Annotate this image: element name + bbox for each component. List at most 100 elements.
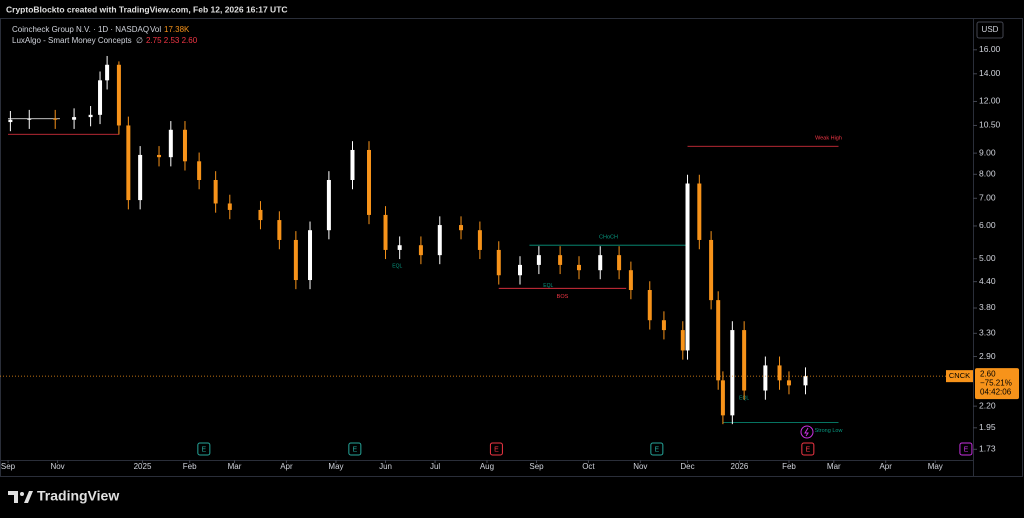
annotation: EQL — [392, 263, 402, 269]
candle-body — [27, 118, 32, 120]
candle-body — [126, 125, 131, 201]
currency: USD — [982, 25, 999, 34]
candle-body — [459, 225, 464, 231]
y-tick-label: 14.00 — [979, 68, 1001, 78]
candle-body — [258, 209, 263, 221]
x-tick-label: Dec — [680, 462, 694, 471]
candle-body — [308, 230, 313, 281]
candle-body — [397, 245, 402, 250]
candle-body — [437, 225, 442, 256]
y-tick-label: 3.30 — [979, 328, 996, 338]
y-tick-label: 6.00 — [979, 220, 996, 230]
candle-body — [157, 154, 162, 158]
candle-body — [803, 376, 808, 386]
candle-body — [168, 129, 173, 158]
candle-body — [496, 249, 501, 276]
logo-slash — [24, 491, 33, 503]
level-label: BOS — [557, 294, 569, 300]
candle-body — [138, 154, 143, 201]
y-tick-label: 2.90 — [979, 351, 996, 361]
earnings-marker[interactable] — [197, 442, 211, 456]
candle-body — [518, 264, 523, 276]
level-label: Weak High — [815, 136, 842, 142]
x-tick-label: Mar — [827, 462, 841, 471]
candle-body — [576, 264, 581, 271]
price-tag-countdown: 04:42:06 — [980, 387, 1012, 396]
candle-body — [418, 245, 423, 256]
logo-dot — [20, 492, 24, 496]
earnings-marker[interactable] — [801, 442, 815, 456]
candle-body — [763, 365, 768, 391]
y-tick-label: 1.95 — [979, 422, 996, 432]
x-tick-label: Nov — [633, 462, 647, 471]
earnings-marker[interactable] — [650, 442, 664, 456]
earnings-marker[interactable] — [348, 442, 362, 456]
annotation: EQL — [543, 283, 553, 289]
candle-body — [685, 183, 690, 351]
candle-body — [716, 300, 721, 381]
x-tick-label: Nov — [50, 462, 64, 471]
currency-box[interactable] — [976, 21, 1004, 39]
earnings-label: E — [655, 446, 660, 453]
indicator-values: 2.75 2.53 2.60 — [146, 36, 198, 45]
earnings-label: E — [964, 446, 969, 453]
level-label: CHoCH — [599, 235, 618, 241]
x-tick-label: Mar — [228, 462, 242, 471]
indicator-name: LuxAlgo - Smart Money Concepts — [12, 36, 132, 45]
candle-body — [598, 255, 603, 271]
x-tick-label: Sep — [1, 462, 16, 471]
earnings-label: E — [494, 446, 499, 453]
price-tag-bg — [975, 368, 1019, 400]
price-tag-symbol: CNCK — [949, 371, 970, 380]
candle-body — [105, 64, 110, 81]
attribution: CryptoBlockto created with TradingView.c… — [6, 4, 288, 14]
candle-body — [277, 220, 282, 240]
candle-body — [8, 119, 13, 123]
earnings-marker[interactable] — [959, 442, 973, 456]
candle-body — [661, 320, 666, 331]
candle-body — [742, 330, 747, 391]
candle-body — [628, 270, 633, 291]
y-tick-label: 12.00 — [979, 96, 1001, 106]
candle-body — [72, 117, 77, 120]
y-tick-label: 8.00 — [979, 169, 996, 179]
candle-body — [182, 129, 187, 162]
alert-bolt — [804, 427, 809, 437]
candle-body — [558, 255, 563, 265]
chart-frame — [0, 18, 1023, 477]
candle-body — [777, 365, 782, 381]
candle-body — [697, 183, 702, 240]
candle-body — [98, 80, 103, 115]
candle-body — [53, 118, 58, 120]
earnings-label: E — [202, 446, 207, 453]
y-tick-label: 9.00 — [979, 147, 996, 157]
logo-mark — [8, 491, 18, 503]
y-tick-label: 4.40 — [979, 276, 996, 286]
candle-body — [197, 161, 202, 180]
candle-body — [536, 255, 541, 265]
earnings-label: E — [353, 446, 358, 453]
volume-value: 17.38K — [164, 25, 190, 34]
candle-body — [227, 203, 232, 210]
x-tick-label: Apr — [879, 462, 892, 471]
y-tick-label: 5.00 — [979, 253, 996, 263]
x-tick-label: Feb — [183, 462, 197, 471]
indicator-symbol: ∅ — [136, 36, 143, 45]
x-tick-label: Oct — [582, 462, 595, 471]
candle-body — [730, 330, 735, 416]
alert-circle — [800, 425, 814, 439]
volume-label: Vol — [150, 25, 161, 34]
y-tick-label: 7.00 — [979, 193, 996, 203]
earnings-marker[interactable] — [489, 442, 503, 456]
x-tick-label: Jun — [379, 462, 392, 471]
x-tick-label: 2026 — [731, 462, 749, 471]
candle-body — [116, 64, 121, 126]
candle-body — [88, 114, 93, 118]
y-tick-label: 10.50 — [979, 120, 1001, 130]
candle-body — [350, 149, 355, 180]
x-tick-label: May — [328, 462, 343, 471]
alert-icon[interactable] — [800, 425, 814, 439]
candle-body — [647, 290, 652, 321]
price-tag-change: −75.21% — [980, 378, 1012, 387]
